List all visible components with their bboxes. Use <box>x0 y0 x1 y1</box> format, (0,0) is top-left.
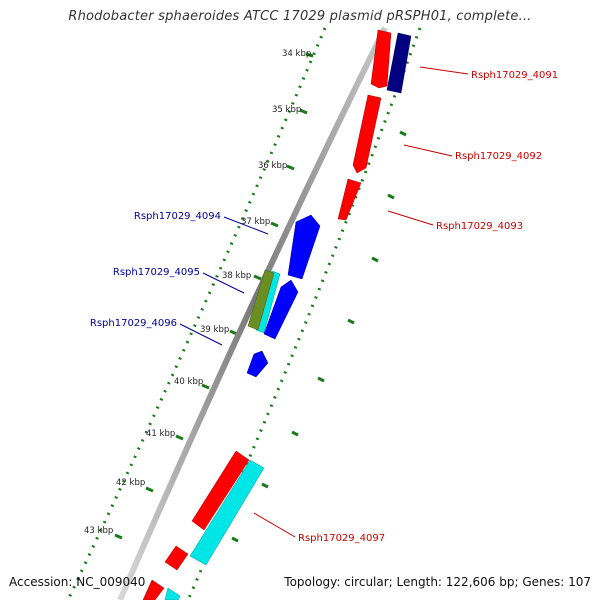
tick-41 <box>175 434 184 441</box>
leader-4093 <box>387 210 434 226</box>
gene-cyan-lower[interactable] <box>164 587 181 600</box>
tick-37 <box>270 221 279 228</box>
label-4097[interactable]: Rsph17029_4097 <box>298 533 385 544</box>
map-summary: Topology: circular; Length: 122,606 bp; … <box>284 575 591 589</box>
label-4091[interactable]: Rsph17029_4091 <box>471 70 558 81</box>
kbp-ticks <box>114 52 314 540</box>
tick-label-35: 35 kbp <box>272 105 301 115</box>
outer-tick <box>317 376 325 383</box>
outer-tick <box>291 430 299 437</box>
tick-42 <box>145 486 154 493</box>
gene-4094[interactable] <box>287 214 321 280</box>
outer-tick <box>371 256 379 263</box>
tick-label-34: 34 kbp <box>282 49 311 59</box>
leader-4091 <box>419 66 469 75</box>
leader-4096 <box>179 323 223 346</box>
tick-label-39: 39 kbp <box>200 325 229 335</box>
tick-label-41: 41 kbp <box>146 429 175 439</box>
gene-small-red-2[interactable] <box>142 579 165 600</box>
gene-4096[interactable] <box>246 350 269 378</box>
outer-scale-ring <box>186 27 422 600</box>
tick-label-42: 42 kbp <box>116 478 145 488</box>
tick-38 <box>253 274 262 281</box>
gene-navy[interactable] <box>386 32 412 94</box>
label-4094[interactable]: Rsph17029_4094 <box>134 211 221 222</box>
gene-4092[interactable] <box>352 94 382 174</box>
label-4096[interactable]: Rsph17029_4096 <box>90 318 177 329</box>
gene-labels: Rsph17029_4091 Rsph17029_4092 Rsph17029_… <box>90 70 558 544</box>
label-4092[interactable]: Rsph17029_4092 <box>455 151 542 162</box>
tick-label-36: 36 kbp <box>258 161 287 171</box>
outer-tick <box>261 482 269 489</box>
gene-4093[interactable] <box>337 178 362 221</box>
kbp-tick-labels: 34 kbp 35 kbp 36 kbp 37 kbp 38 kbp 39 kb… <box>84 49 311 536</box>
map-title: Rhodobacter sphaeroides ATCC 17029 plasm… <box>68 9 532 24</box>
reverse-genes <box>246 214 321 378</box>
gene-4095[interactable] <box>263 279 299 340</box>
tick-40 <box>201 383 210 390</box>
outer-tick <box>231 536 239 543</box>
tick-34 <box>305 52 314 58</box>
outer-ring-ticks <box>231 130 407 543</box>
cyan-genes <box>164 270 281 600</box>
gene-olive-4095[interactable] <box>247 269 275 331</box>
leader-4095 <box>202 272 245 294</box>
label-4095[interactable]: Rsph17029_4095 <box>113 267 200 278</box>
forward-genes <box>142 29 392 600</box>
outer-tick <box>387 193 395 200</box>
gene-cyan-4097[interactable] <box>189 459 265 566</box>
accession-label: Accession: NC_009040 <box>9 575 146 589</box>
plasmid-backbone <box>117 26 388 600</box>
outer-scale-dots <box>186 27 422 600</box>
label-4093[interactable]: Rsph17029_4093 <box>436 221 523 232</box>
outer-tick <box>399 130 407 137</box>
leader-4092 <box>403 144 453 157</box>
tick-label-38: 38 kbp <box>222 271 251 281</box>
tick-label-37: 37 kbp <box>241 217 270 227</box>
leader-4094 <box>223 216 269 235</box>
gene-small-red-1[interactable] <box>164 545 189 571</box>
tick-36 <box>286 164 295 171</box>
tick-35 <box>299 108 308 115</box>
tick-label-40: 40 kbp <box>174 377 203 387</box>
label-leader-lines <box>179 66 469 538</box>
tick-label-43: 43 kbp <box>84 526 113 536</box>
tick-43 <box>114 533 123 540</box>
leader-4097 <box>253 512 296 538</box>
gene-4097[interactable] <box>191 450 250 531</box>
outer-tick <box>347 318 355 325</box>
gene-4091[interactable] <box>370 29 392 89</box>
